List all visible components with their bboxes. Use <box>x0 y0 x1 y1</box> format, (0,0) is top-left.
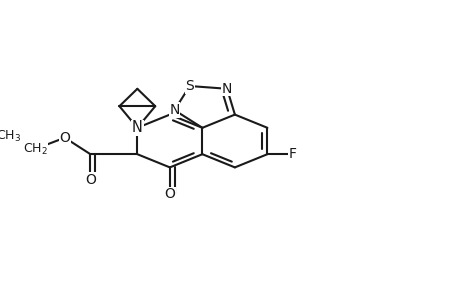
Text: F: F <box>288 147 297 161</box>
Text: N: N <box>169 103 179 117</box>
Text: N: N <box>221 82 232 96</box>
Text: O: O <box>85 173 95 187</box>
Text: N: N <box>132 120 142 135</box>
Text: $\mathregular{CH_3}$: $\mathregular{CH_3}$ <box>0 129 21 144</box>
Text: O: O <box>59 131 70 145</box>
Text: $\mathregular{CH_2}$: $\mathregular{CH_2}$ <box>22 142 47 157</box>
Text: S: S <box>185 79 194 93</box>
Text: O: O <box>164 188 175 201</box>
